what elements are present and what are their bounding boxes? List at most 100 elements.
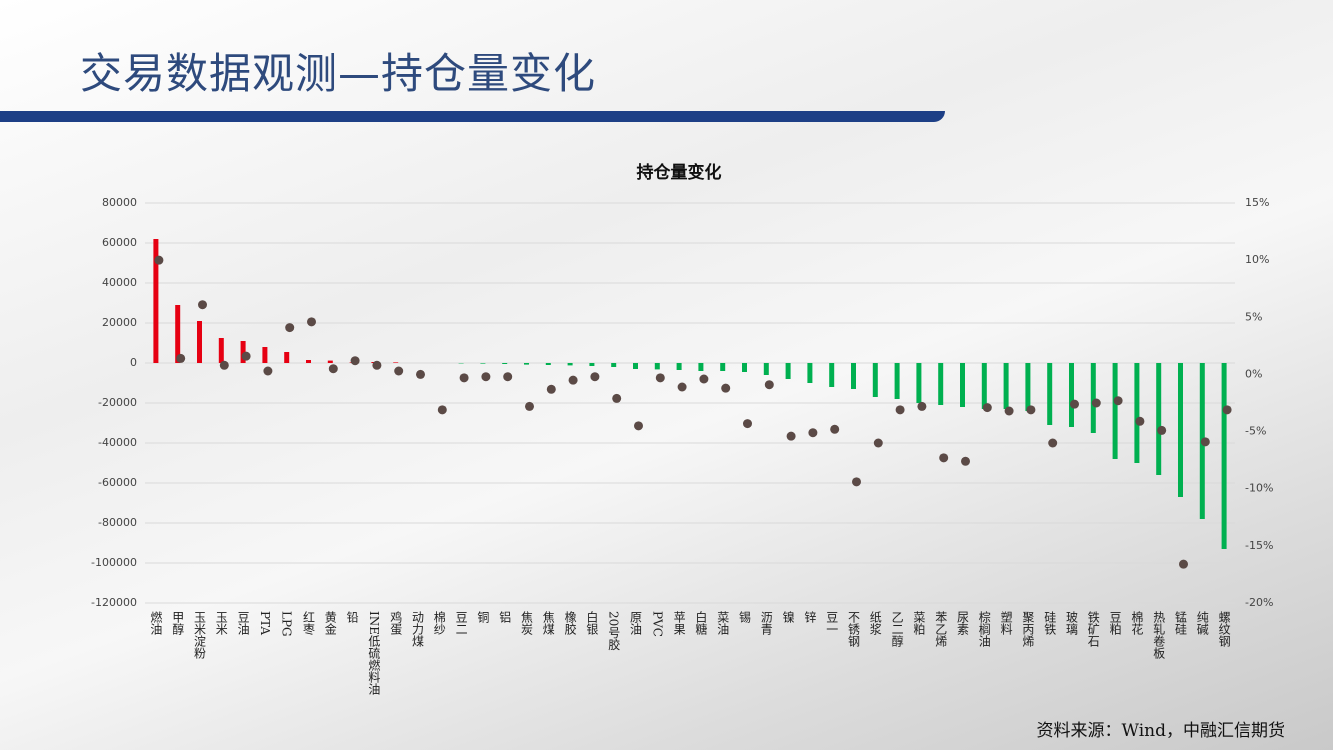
x-tick-label: INE低硫燃料油 bbox=[367, 611, 381, 695]
x-tick-label: 豆一 bbox=[825, 611, 839, 635]
bar bbox=[1134, 363, 1140, 463]
chart-title: 持仓量变化 bbox=[637, 162, 722, 183]
x-tick-label: 铅 bbox=[345, 611, 359, 623]
x-tick-label: 锌 bbox=[803, 611, 817, 623]
x-tick-label: 原油 bbox=[629, 611, 643, 635]
dot bbox=[394, 366, 404, 376]
dot bbox=[961, 456, 970, 466]
x-tick-label: 黄金 bbox=[323, 611, 337, 635]
x-tick-label: 玉米 bbox=[214, 611, 228, 635]
x-tick-label: 苹果 bbox=[672, 611, 686, 635]
dot bbox=[1200, 437, 1210, 447]
dot bbox=[1157, 425, 1167, 435]
x-tick-label: PVC bbox=[650, 611, 664, 637]
bar bbox=[1112, 363, 1118, 459]
x-tick-label: 鸡蛋 bbox=[389, 610, 403, 636]
y2-tick-label: -10% bbox=[1245, 482, 1273, 495]
dot bbox=[655, 373, 665, 383]
dot bbox=[350, 356, 360, 366]
x-tick-label: PTA bbox=[258, 611, 272, 635]
dot bbox=[1070, 399, 1079, 409]
source-note: 资料来源：Wind，中融汇信期货 bbox=[1036, 721, 1285, 741]
bar bbox=[524, 363, 529, 365]
bar bbox=[1156, 363, 1162, 475]
dot bbox=[525, 401, 534, 411]
x-tick-label: 玻璃 bbox=[1065, 611, 1079, 636]
dot bbox=[590, 372, 600, 382]
dot bbox=[1048, 438, 1058, 448]
bar bbox=[611, 363, 617, 367]
x-tick-label: 铜 bbox=[476, 610, 490, 623]
x-tick-label: 棉花 bbox=[1130, 611, 1144, 636]
dot bbox=[1222, 405, 1232, 415]
y-tick-label: 60000 bbox=[102, 236, 137, 249]
bar bbox=[1221, 363, 1227, 549]
dot bbox=[612, 393, 622, 403]
dot bbox=[721, 383, 731, 393]
bar bbox=[480, 363, 486, 364]
x-tick-label: 菜油 bbox=[716, 611, 730, 635]
bar bbox=[938, 363, 944, 405]
x-tick-label: 沥青 bbox=[759, 611, 773, 636]
dot bbox=[568, 375, 578, 385]
slide-title: 交易数据观测—持仓量变化 bbox=[80, 49, 597, 98]
dot bbox=[503, 372, 513, 382]
bar bbox=[807, 363, 813, 383]
x-tick-label: 棕榈油 bbox=[977, 610, 991, 647]
x-tick-label: 铝 bbox=[498, 610, 512, 623]
x-tick-label: 红枣 bbox=[302, 610, 316, 636]
bar bbox=[567, 363, 573, 366]
bar bbox=[1025, 363, 1031, 411]
x-tick-label: 动力煤 bbox=[411, 611, 425, 647]
x-tick-label: 镍 bbox=[781, 611, 795, 623]
bar bbox=[785, 363, 791, 379]
bar bbox=[872, 363, 878, 397]
y2-tick-label: 10% bbox=[1245, 253, 1269, 266]
dot bbox=[285, 323, 295, 333]
dot bbox=[830, 424, 840, 434]
dot bbox=[307, 317, 316, 327]
y2-tick-label: 0% bbox=[1245, 367, 1262, 380]
x-tick-label: 纯碱 bbox=[1195, 611, 1209, 636]
bar bbox=[894, 363, 900, 399]
bar bbox=[916, 363, 922, 403]
x-tick-label: LPG bbox=[280, 611, 294, 637]
dot bbox=[1091, 398, 1101, 408]
x-tick-label: 焦炭 bbox=[520, 611, 534, 636]
x-tick-label: 硅铁 bbox=[1043, 611, 1057, 635]
bar bbox=[851, 363, 856, 389]
dot bbox=[634, 421, 643, 431]
x-tick-label: 螺纹钢 bbox=[1217, 611, 1231, 647]
y-tick-label: -40000 bbox=[98, 436, 137, 449]
bar bbox=[218, 338, 224, 363]
x-tick-label: 铁矿石 bbox=[1086, 611, 1100, 647]
dot bbox=[917, 401, 927, 411]
dot bbox=[1026, 405, 1036, 415]
dot bbox=[241, 351, 251, 361]
dot bbox=[939, 453, 949, 463]
bar bbox=[1178, 363, 1183, 497]
bar bbox=[654, 363, 660, 370]
x-tick-label: 白糖 bbox=[694, 610, 708, 636]
dot bbox=[1113, 396, 1123, 406]
dot bbox=[154, 255, 164, 265]
x-tick-label: 塑料 bbox=[999, 610, 1013, 635]
bar bbox=[153, 239, 159, 363]
y2-tick-label: 5% bbox=[1245, 310, 1262, 323]
bar bbox=[960, 363, 965, 407]
bar bbox=[284, 352, 290, 363]
y-tick-label: -20000 bbox=[98, 396, 137, 409]
dot bbox=[481, 372, 491, 382]
bar bbox=[981, 363, 987, 409]
dot bbox=[852, 477, 861, 487]
x-tick-label: 聚丙烯 bbox=[1021, 611, 1035, 647]
y2-tick-label: -15% bbox=[1245, 539, 1273, 552]
bar bbox=[720, 363, 726, 371]
y-tick-label: 40000 bbox=[102, 276, 137, 289]
dot bbox=[1004, 406, 1014, 416]
x-tick-label: 豆粕 bbox=[1108, 611, 1122, 635]
dot bbox=[372, 360, 382, 370]
x-tick-label: 白银 bbox=[585, 610, 599, 635]
dot bbox=[764, 380, 774, 390]
